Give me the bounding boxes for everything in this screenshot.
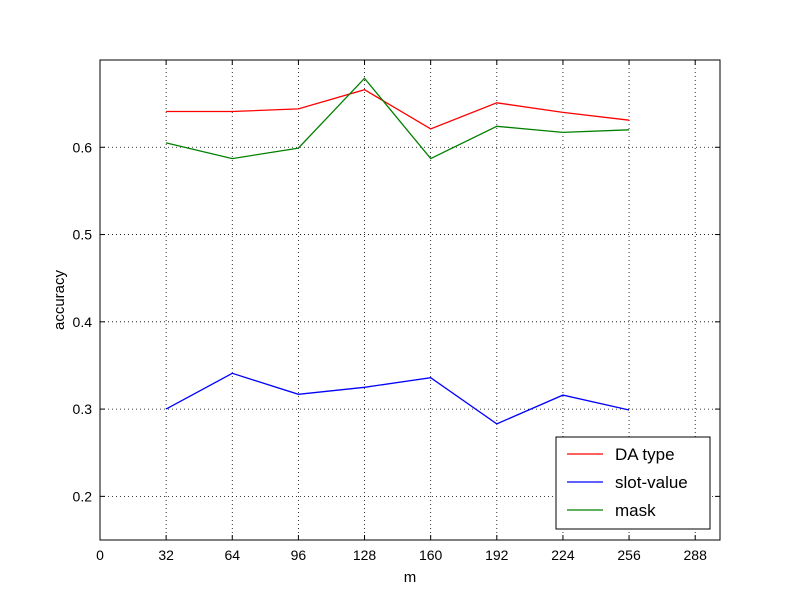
x-tick-label: 224 — [551, 547, 575, 563]
y-tick-label: 0.3 — [73, 401, 93, 417]
x-tick-label: 192 — [485, 547, 509, 563]
x-tick-label: 0 — [96, 547, 104, 563]
legend-label-slot-value: slot-value — [615, 473, 688, 492]
series-line-slot-value — [165, 372, 630, 425]
x-tick-label: 160 — [419, 547, 443, 563]
x-tick-label: 64 — [224, 547, 240, 563]
y-axis-label: accuracy — [51, 269, 68, 330]
tick-labels: 0 32 64 96 128 160 192 224 256 288 0.2 0.3 0.4 0.5 0.6 — [73, 139, 708, 563]
legend-box — [555, 436, 711, 530]
legend-label-mask: mask — [615, 501, 656, 520]
legend-label-da-type: DA type — [615, 445, 675, 464]
y-tick-label: 0.4 — [73, 314, 93, 330]
series-line-mask — [165, 77, 630, 160]
y-tick-label: 0.5 — [73, 227, 93, 243]
x-tick-label: 256 — [617, 547, 641, 563]
x-axis-label: m — [404, 569, 417, 586]
series-lines — [165, 77, 630, 425]
x-tick-label: 96 — [291, 547, 307, 563]
legend: DA type slot-value mask — [555, 436, 711, 530]
grid-lines — [100, 60, 720, 540]
x-tick-label: 32 — [158, 547, 174, 563]
y-tick-label: 0.2 — [73, 488, 93, 504]
x-tick-label: 288 — [684, 547, 708, 563]
axis-ticks — [99, 60, 720, 540]
y-tick-label: 0.6 — [73, 139, 93, 155]
x-tick-label: 128 — [353, 547, 377, 563]
series-line-da-type — [166, 88, 630, 130]
plot-frame — [99, 59, 721, 541]
